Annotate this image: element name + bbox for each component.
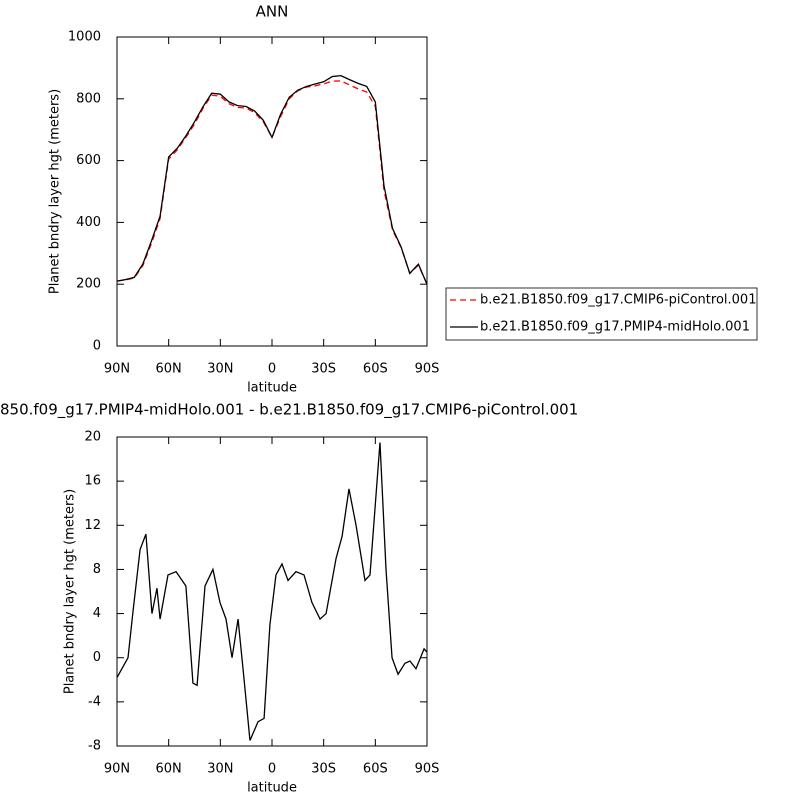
x-axis-label: latitude	[247, 381, 297, 396]
data-line	[116, 80, 428, 285]
x-tick-label: 0	[268, 362, 276, 377]
x-tick-label: 60N	[156, 762, 182, 777]
y-axis-label: Planet bndry layer hgt (meters)	[48, 89, 63, 294]
x-tick-label: 60S	[363, 362, 388, 377]
y-tick-label: 20	[84, 430, 101, 445]
y-tick-label: 12	[84, 518, 101, 533]
x-tick-label: 30S	[311, 362, 336, 377]
x-tick-label: 30N	[207, 362, 233, 377]
x-tick-label: 0	[268, 762, 276, 777]
x-tick-label: 30N	[207, 762, 233, 777]
y-tick-label: 8	[93, 562, 101, 577]
plot-frame	[116, 436, 428, 747]
y-axis-label: Planet bndry layer hgt (meters)	[63, 489, 78, 694]
data-line	[116, 74, 428, 285]
y-tick-label: 1000	[68, 30, 101, 45]
x-tick-label: 60S	[363, 762, 388, 777]
legend-label: b.e21.B1850.f09_g17.CMIP6-piControl.001	[480, 293, 756, 308]
y-tick-label: 0	[93, 650, 101, 665]
y-tick-label: 4	[93, 606, 101, 621]
x-tick-label: 60N	[156, 362, 182, 377]
y-tick-label: 400	[76, 215, 101, 230]
legend-box	[445, 287, 758, 341]
x-tick-label: 90N	[104, 762, 130, 777]
chart-title: ANN	[256, 3, 289, 21]
x-tick-label: 90S	[415, 362, 440, 377]
y-tick-label: 200	[76, 277, 101, 292]
y-tick-label: -8	[88, 739, 101, 754]
x-tick-label: 30S	[311, 762, 336, 777]
y-tick-label: 800	[76, 91, 101, 106]
y-tick-label: 0	[93, 339, 101, 354]
x-tick-label: 90S	[415, 762, 440, 777]
y-tick-label: -4	[88, 694, 101, 709]
legend: b.e21.B1850.f09_g17.CMIP6-piControl.001b…	[445, 287, 758, 341]
y-tick-label: 600	[76, 153, 101, 168]
x-axis-label: latitude	[247, 781, 297, 796]
legend-label: b.e21.B1850.f09_g17.PMIP4-midHolo.001	[480, 320, 750, 335]
x-tick-label: 90N	[104, 362, 130, 377]
chart-title: 850.f09_g17.PMIP4-midHolo.001 - b.e21.B1…	[0, 401, 578, 420]
y-tick-label: 16	[84, 474, 101, 489]
data-line	[116, 442, 428, 741]
